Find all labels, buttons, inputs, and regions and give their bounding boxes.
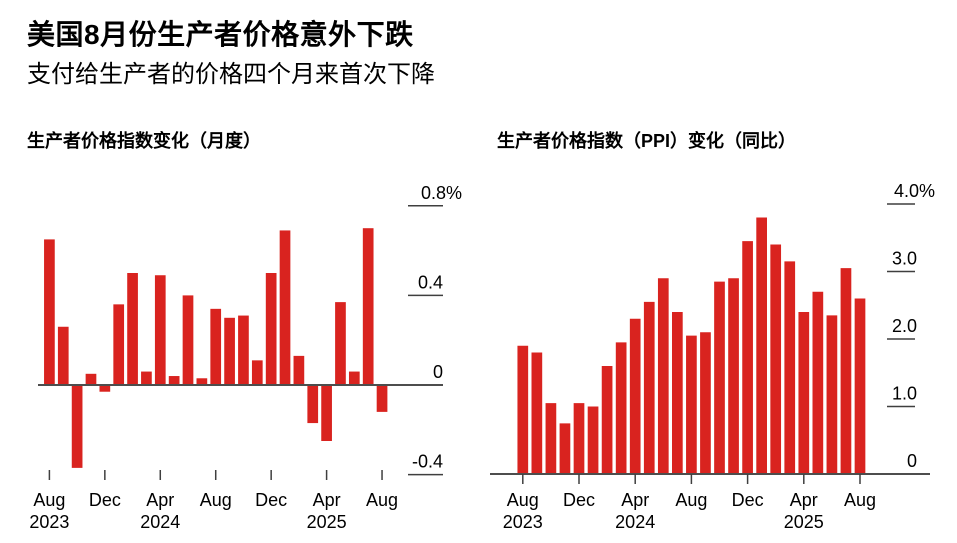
x-tick-label-year: 2024 xyxy=(615,512,655,532)
bar-Oct 2024 xyxy=(238,315,249,385)
bar-May 2024 xyxy=(168,376,180,385)
bar-Sep 2024 xyxy=(700,332,711,474)
bar-Oct 2024 xyxy=(714,281,725,474)
x-tick-label-month: Apr xyxy=(621,490,649,510)
bar-Feb 2024 xyxy=(601,366,613,474)
bar-Aug 2025 xyxy=(376,385,388,412)
bar-Jan 2025 xyxy=(279,230,291,385)
bar-Dec 2023 xyxy=(573,403,585,474)
bar-Mar 2025 xyxy=(307,385,319,424)
bar-Jun 2025 xyxy=(348,371,360,385)
bar-May 2024 xyxy=(643,301,655,474)
y-tick-label: 0 xyxy=(433,362,443,382)
bar-Oct 2023 xyxy=(545,403,557,474)
x-tick-label-year: 2025 xyxy=(307,512,347,532)
bar-Dec 2023 xyxy=(99,385,111,392)
y-tick-label: 1.0 xyxy=(892,384,917,404)
y-tick-label: 3.0 xyxy=(892,249,917,269)
bar-Dec 2024 xyxy=(742,241,753,474)
x-tick-label-month: Aug xyxy=(675,490,707,510)
x-tick-label-month: Dec xyxy=(255,490,287,510)
bar-Feb 2024 xyxy=(127,273,138,385)
y-tick-label: 2.0 xyxy=(892,316,917,336)
x-tick-label-month: Apr xyxy=(146,490,174,510)
subtitle: 支付给生产者的价格四个月来首次下降 xyxy=(27,61,435,88)
x-tick-label-year: 2024 xyxy=(140,512,180,532)
bar-Jul 2025 xyxy=(840,268,852,474)
x-tick-label-month: Dec xyxy=(732,490,764,510)
bar-Nov 2024 xyxy=(728,278,739,474)
bar-Sep 2023 xyxy=(57,326,69,385)
bar-Jan 2024 xyxy=(113,304,125,385)
x-tick-label-month: Apr xyxy=(790,490,818,510)
x-tick-label-year: 2023 xyxy=(29,512,69,532)
bar-Apr 2024 xyxy=(629,318,641,474)
bar-Aug 2025 xyxy=(854,298,866,474)
x-tick-label-month: Aug xyxy=(200,490,232,510)
x-tick-label-month: Aug xyxy=(33,490,65,510)
headline: 美国8月份生产者价格意外下跌 xyxy=(27,19,414,50)
bar-Mar 2024 xyxy=(141,371,152,385)
bar-Oct 2023 xyxy=(71,385,83,468)
bar-Apr 2025 xyxy=(798,312,810,474)
bar-Aug 2024 xyxy=(686,335,697,474)
chart-title-monthly: 生产者价格指数变化（月度） xyxy=(27,131,261,151)
x-tick-label-month: Apr xyxy=(313,490,341,510)
x-tick-label-month: Aug xyxy=(366,490,398,510)
bar-May 2025 xyxy=(335,302,346,385)
bar-Apr 2024 xyxy=(154,275,166,385)
bar-Feb 2025 xyxy=(770,244,782,474)
ppi-monthly-chart: 0.8% 0.4 0 -0.4 Aug 2023 Dec Apr 2024 Aug Dec Apr 20… xyxy=(0,160,478,543)
x-tick-label-month: Aug xyxy=(844,490,876,510)
y-tick-label: -0.4 xyxy=(412,452,443,472)
bar-Jan 2025 xyxy=(756,217,767,474)
bar-Mar 2024 xyxy=(615,342,627,474)
bar-Sep 2024 xyxy=(224,317,235,385)
bar-Jul 2024 xyxy=(672,312,683,474)
bar-Mar 2025 xyxy=(784,261,796,474)
y-tick-label: 4.0% xyxy=(894,181,935,201)
y-tick-label: 0 xyxy=(907,451,917,471)
bar-Jan 2024 xyxy=(587,406,599,474)
chart-title-yoy: 生产者价格指数（PPI）变化（同比） xyxy=(497,131,797,151)
bar-Nov 2023 xyxy=(85,373,97,385)
bar-Jun 2024 xyxy=(182,295,194,385)
bar-Aug 2024 xyxy=(210,308,222,385)
bar-Feb 2025 xyxy=(293,355,305,385)
bar-Aug 2023 xyxy=(517,345,529,474)
x-tick-label-year: 2023 xyxy=(503,512,543,532)
bar-Nov 2024 xyxy=(251,360,263,385)
bar-Apr 2025 xyxy=(321,385,332,441)
y-tick-label: 0.4 xyxy=(418,272,443,292)
x-tick-label-month: Dec xyxy=(89,490,121,510)
x-tick-label-year: 2025 xyxy=(784,512,824,532)
y-tick-label: 0.8% xyxy=(421,183,462,203)
bar-Jun 2025 xyxy=(826,315,838,474)
bar-May 2025 xyxy=(812,291,824,474)
bar-Jun 2024 xyxy=(657,278,669,474)
bar-Jul 2024 xyxy=(196,378,208,385)
bar-Dec 2024 xyxy=(265,273,277,385)
bar-Nov 2023 xyxy=(559,423,571,474)
ppi-yoy-chart: 4.0% 3.0 2.0 1.0 0 Aug 2023 Dec Apr 2024 Aug Dec Apr… xyxy=(478,160,957,543)
bar-Sep 2023 xyxy=(531,352,543,474)
bar-Jul 2025 xyxy=(362,228,374,385)
x-tick-label-month: Dec xyxy=(563,490,595,510)
bar-Aug 2023 xyxy=(44,239,55,385)
x-tick-label-month: Aug xyxy=(507,490,539,510)
